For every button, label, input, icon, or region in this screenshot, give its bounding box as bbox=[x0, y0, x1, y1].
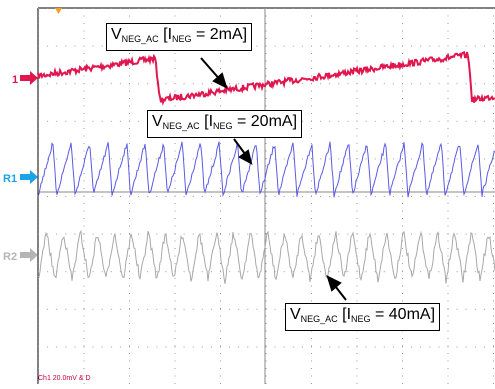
trigger-position-marker bbox=[55, 8, 62, 14]
annotation3-subscript: NEG_AC bbox=[300, 314, 338, 324]
annotation3-value: = 40mA] bbox=[370, 306, 436, 323]
ref1-waveform bbox=[37, 141, 495, 198]
ref2-marker-label: R2 bbox=[3, 251, 17, 263]
annotation2-arrowhead-icon bbox=[238, 149, 253, 165]
channel1-marker[interactable]: 1 bbox=[12, 71, 38, 86]
annotation-arrows bbox=[200, 57, 347, 301]
annotation3-current-symbol: [I bbox=[337, 306, 352, 323]
annotation-20ma: VNEG_AC [INEG = 20mA] bbox=[147, 110, 303, 138]
ref2-arrow-icon bbox=[20, 248, 38, 262]
annotation1-value: = 2mA] bbox=[191, 26, 248, 43]
annotation1-symbol: V bbox=[111, 26, 122, 43]
annotation1-arrowhead-icon bbox=[212, 72, 228, 89]
annotation2-current-symbol: [I bbox=[199, 113, 214, 130]
annotation2-current-subscript: NEG bbox=[213, 121, 233, 131]
annotation1-current-subscript: NEG bbox=[172, 34, 192, 44]
annotation2-symbol: V bbox=[152, 113, 163, 130]
ref2-marker[interactable]: R2 bbox=[3, 248, 38, 263]
annotation3-symbol: V bbox=[290, 306, 301, 323]
annotation3-arrowhead-icon bbox=[326, 275, 342, 292]
annotation2-value: = 20mA] bbox=[232, 113, 298, 130]
channel1-waveform bbox=[37, 50, 495, 106]
annotation1-current-symbol: [I bbox=[158, 26, 173, 43]
status-bar: Ch1 20.0mV & D bbox=[38, 375, 91, 382]
annotation2-subscript: NEG_AC bbox=[162, 121, 200, 131]
annotation-40ma: VNEG_AC [INEG = 40mA] bbox=[285, 303, 441, 331]
ref1-marker[interactable]: R1 bbox=[3, 170, 38, 185]
channel1-marker-label: 1 bbox=[12, 74, 18, 86]
channel1-arrow-icon bbox=[20, 71, 38, 85]
annotation3-current-subscript: NEG bbox=[351, 314, 371, 324]
annotation1-subscript: NEG_AC bbox=[121, 34, 159, 44]
ref2-waveform bbox=[37, 229, 495, 284]
ref1-marker-label: R1 bbox=[3, 173, 17, 185]
ref1-arrow-icon bbox=[20, 170, 38, 184]
annotation-2ma: VNEG_AC [INEG = 2mA] bbox=[106, 23, 253, 51]
